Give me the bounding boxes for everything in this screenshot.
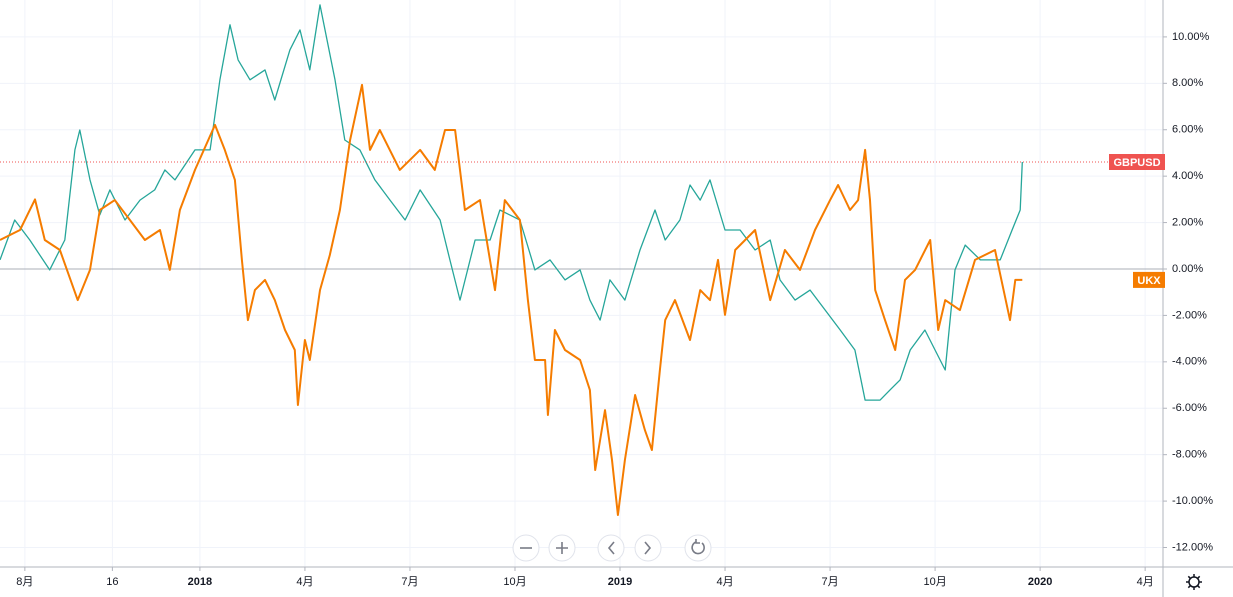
y-tick-label: 6.00% bbox=[1172, 124, 1203, 136]
y-tick-label: 8.00% bbox=[1172, 77, 1203, 89]
y-tick-label: -2.00% bbox=[1172, 309, 1207, 321]
reset-button[interactable] bbox=[684, 534, 712, 562]
scroll-left-button[interactable] bbox=[597, 534, 625, 562]
tag-box bbox=[1109, 154, 1165, 170]
series-line bbox=[0, 83, 1023, 516]
grid bbox=[0, 0, 1163, 567]
series-line bbox=[0, 4, 1023, 401]
y-tick-label: -12.00% bbox=[1172, 541, 1213, 553]
series-tag: GBPUSD bbox=[1109, 154, 1165, 170]
y-tick-label: -4.00% bbox=[1172, 356, 1207, 368]
x-tick-label: 2018 bbox=[188, 576, 212, 588]
scroll-right-button[interactable] bbox=[634, 534, 662, 562]
y-tick-label: -6.00% bbox=[1172, 402, 1207, 414]
x-tick-label: 16 bbox=[106, 576, 118, 588]
y-tick-label: 0.00% bbox=[1172, 263, 1203, 275]
y-tick-label: 10.00% bbox=[1172, 31, 1210, 43]
plot bbox=[0, 4, 1163, 516]
x-tick-label: 10月 bbox=[923, 576, 946, 588]
y-tick-label: -8.00% bbox=[1172, 449, 1207, 461]
legend-label: UKX bbox=[1137, 275, 1161, 287]
x-tick-label: 7月 bbox=[401, 576, 418, 588]
x-tick-label: 4月 bbox=[296, 576, 313, 588]
legend-label: GBPUSD bbox=[1113, 157, 1160, 169]
series-tag: UKX bbox=[1133, 271, 1165, 288]
x-tick-label: 2019 bbox=[608, 576, 632, 588]
x-tick-label: 2020 bbox=[1028, 576, 1052, 588]
x-tick-label: 4月 bbox=[716, 576, 733, 588]
axes: 10.00% 8.00% 6.00% 4.00% 2.00% 0.00% -2.00% -4.… bbox=[16, 31, 1213, 588]
x-tick-label: 4月 bbox=[1137, 576, 1154, 588]
zoom-in-button[interactable] bbox=[548, 534, 576, 562]
y-tick-label: 4.00% bbox=[1172, 170, 1203, 182]
x-tick-label: 10月 bbox=[503, 576, 526, 588]
settings-button[interactable] bbox=[1186, 574, 1202, 590]
y-tick-label: 2.00% bbox=[1172, 216, 1203, 228]
zoom-out-button[interactable] bbox=[512, 534, 540, 562]
tag-box bbox=[1133, 271, 1165, 288]
x-tick-label: 8月 bbox=[16, 576, 33, 588]
zoom-controls bbox=[512, 534, 712, 562]
x-tick-label: 7月 bbox=[822, 576, 839, 588]
y-tick-label: -10.00% bbox=[1172, 495, 1213, 507]
